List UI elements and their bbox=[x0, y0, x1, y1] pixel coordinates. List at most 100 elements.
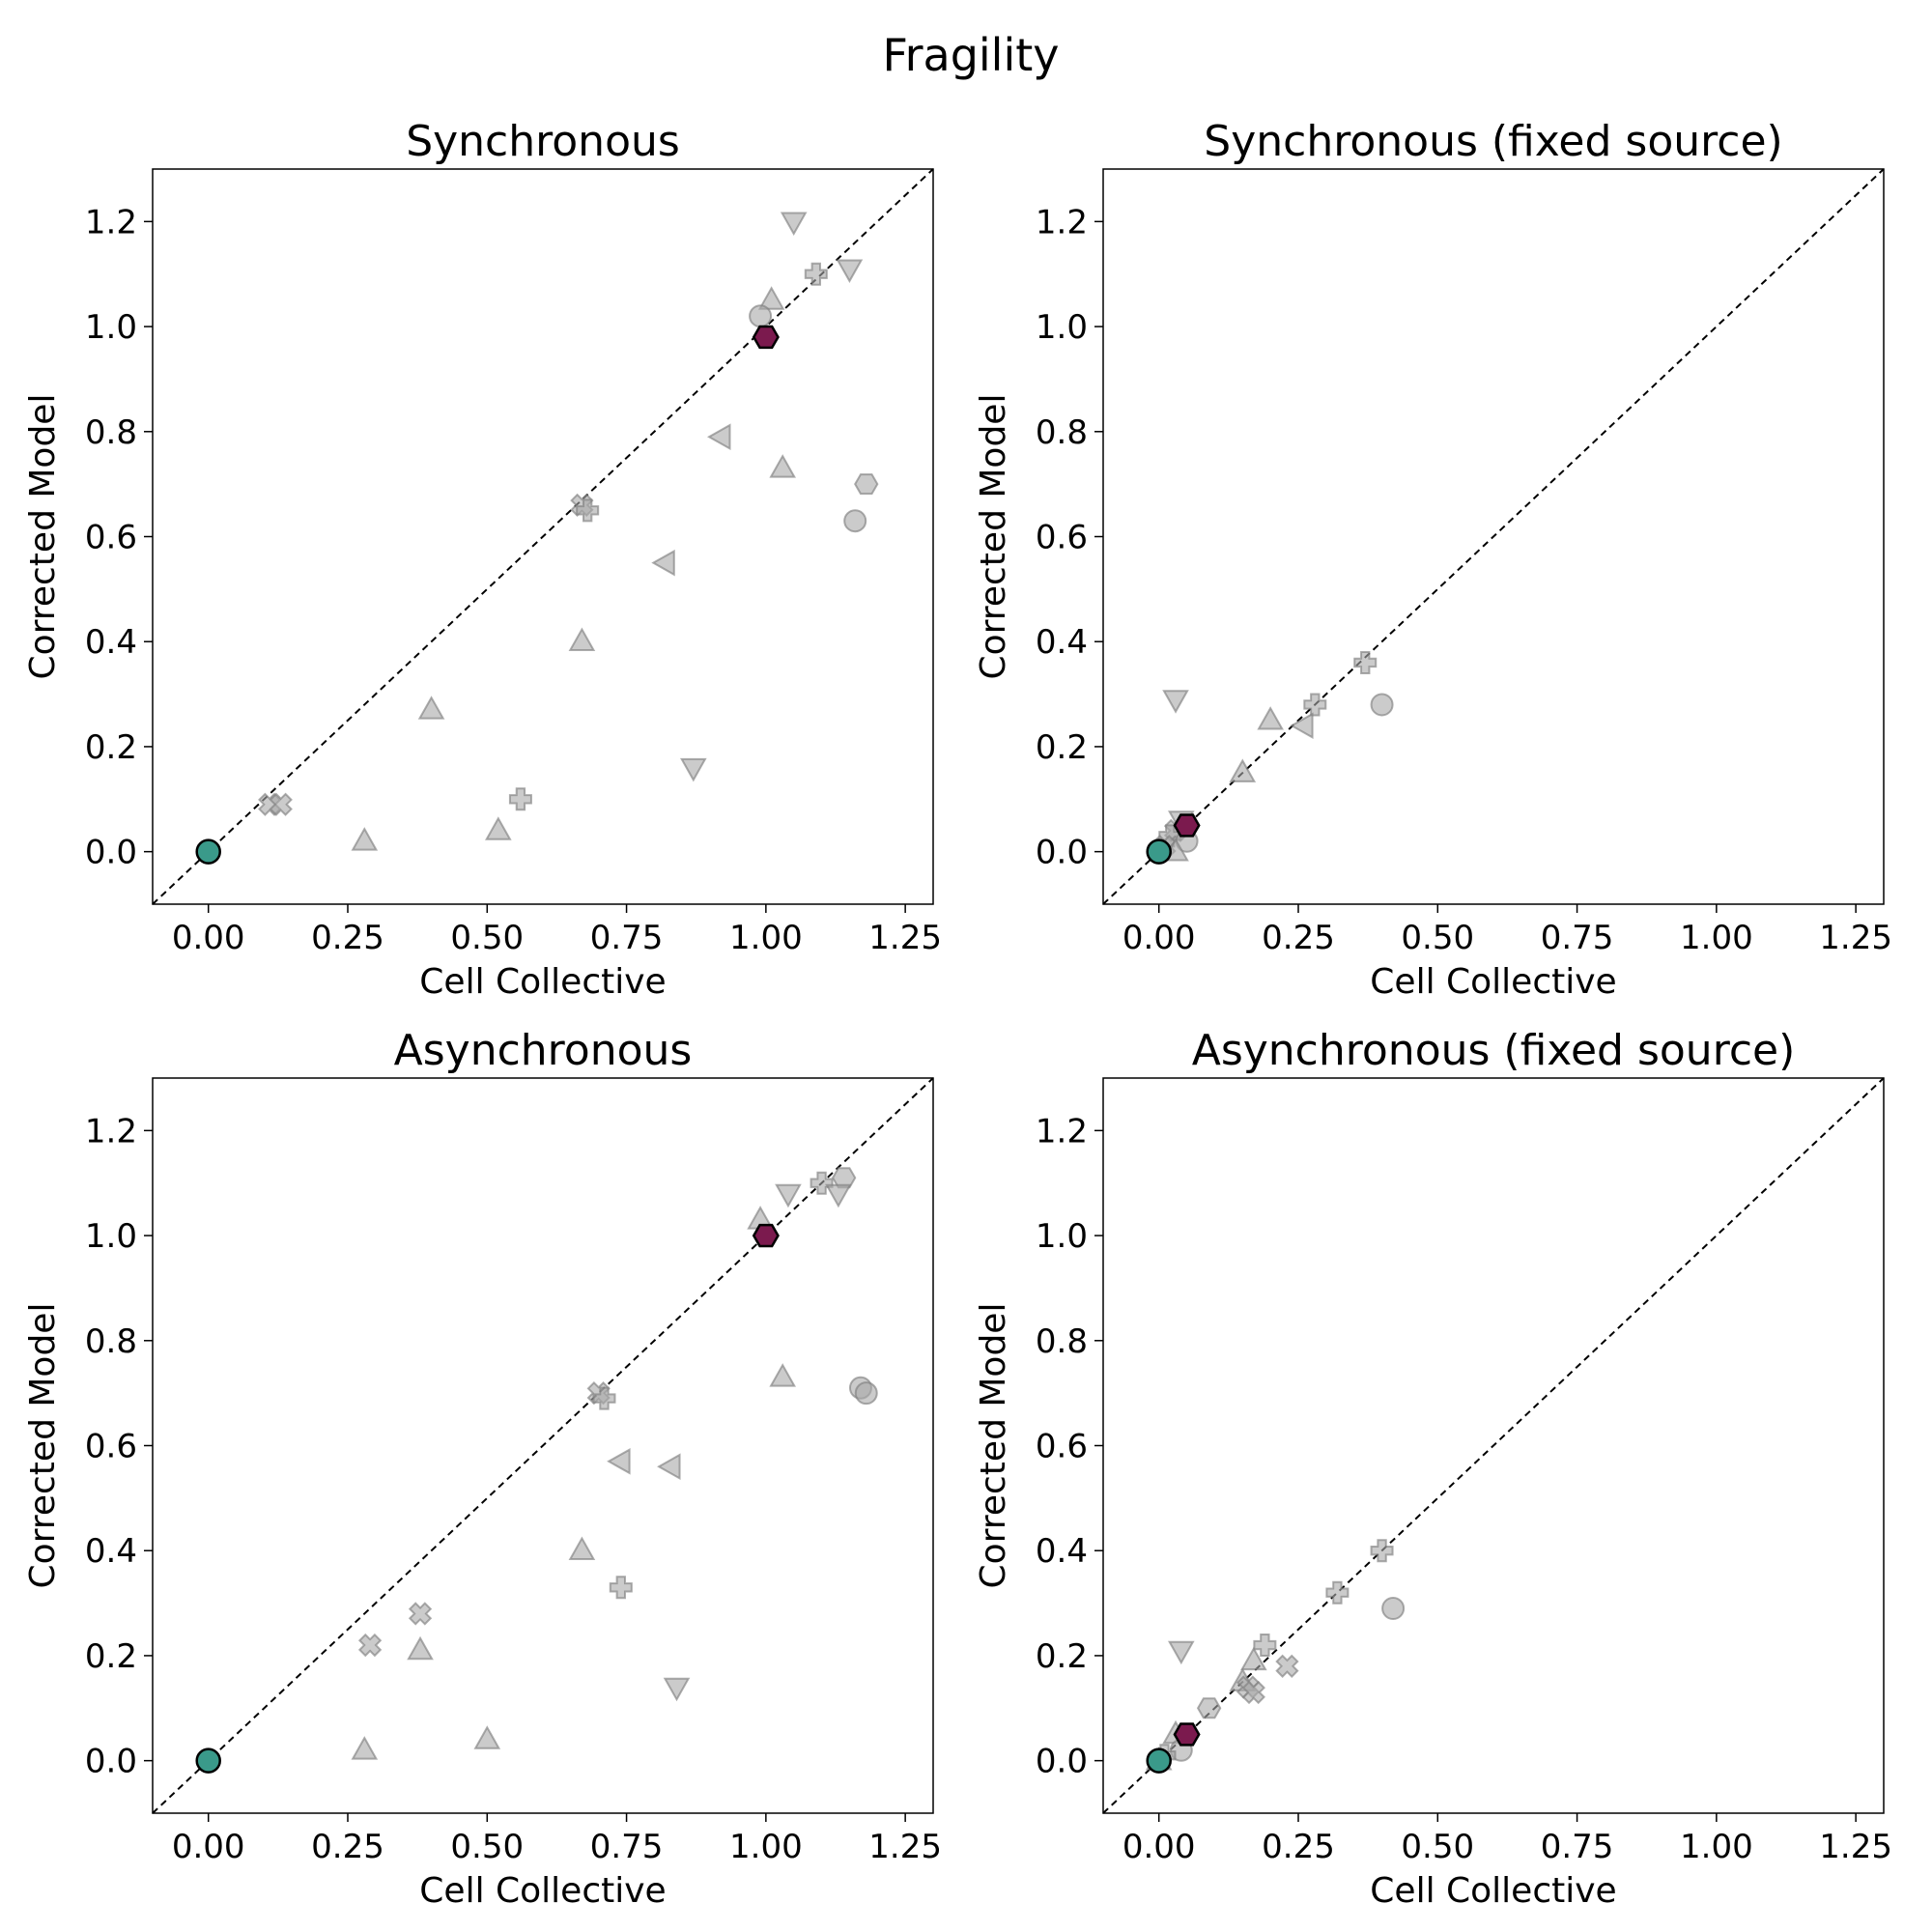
x-tick-label: 0.75 bbox=[590, 919, 664, 957]
y-tick-label: 0.8 bbox=[85, 1322, 137, 1361]
y-tick-label: 0.0 bbox=[1036, 1743, 1088, 1781]
highlight-circle-point bbox=[1146, 1747, 1172, 1774]
y-tick-label: 0.2 bbox=[85, 1637, 137, 1676]
y-tick-label: 0.6 bbox=[85, 519, 137, 557]
highlight-hexagon-point bbox=[752, 325, 780, 350]
highlight-hexagon-point bbox=[1173, 1722, 1201, 1747]
plus-point bbox=[592, 1386, 616, 1410]
triangle-up-point bbox=[769, 454, 796, 478]
triangle-up-point bbox=[568, 627, 596, 652]
y-tick-label: 0.4 bbox=[85, 1532, 137, 1571]
x-tick-label: 0.50 bbox=[1401, 1828, 1474, 1866]
panel-title: Synchronous bbox=[406, 117, 680, 166]
y-axis-label: Corrected Model bbox=[974, 394, 1013, 680]
triangle-up-point bbox=[568, 1536, 596, 1561]
triangle-up-point bbox=[473, 1725, 501, 1749]
panel-title: Asynchronous (fixed source) bbox=[1192, 1026, 1796, 1075]
y-tick-label: 0.2 bbox=[85, 728, 137, 767]
panel-2: Synchronous (fixed source) 0.00 0.25 0.50 0.… bbox=[974, 117, 1892, 1002]
diagonal-line bbox=[152, 168, 934, 905]
y-tick-label: 0.4 bbox=[1036, 623, 1088, 662]
highlight-circle-point bbox=[1146, 838, 1172, 865]
triangle-up-point bbox=[417, 696, 445, 720]
panel-4: Asynchronous (fixed source) 0.00 0.25 0.50 0… bbox=[974, 1026, 1892, 1911]
x-axis-label: Cell Collective bbox=[419, 1871, 666, 1911]
y-tick-label: 1.2 bbox=[1036, 1112, 1088, 1151]
x-tick-label: 0.00 bbox=[1122, 919, 1196, 957]
triangle-down-point bbox=[1162, 690, 1189, 714]
y-tick-label: 1.0 bbox=[85, 1217, 137, 1256]
y-tick-label: 0.0 bbox=[85, 834, 137, 872]
y-tick-label: 0.2 bbox=[1036, 1637, 1088, 1676]
x-axis-label: Cell Collective bbox=[419, 962, 666, 1002]
triangle-down-point bbox=[780, 212, 808, 237]
x-tick-label: 0.75 bbox=[590, 1828, 664, 1866]
x-tick-label: 1.25 bbox=[868, 919, 942, 957]
triangle-up-point bbox=[485, 816, 512, 840]
x-tick-label: 0.25 bbox=[1262, 1828, 1335, 1866]
triangle-down-point bbox=[1167, 1640, 1195, 1665]
y-tick-label: 0.6 bbox=[85, 1428, 137, 1466]
x-tick-label: 1.00 bbox=[1680, 1828, 1753, 1866]
highlight-circle-point bbox=[195, 1747, 221, 1774]
triangle-down-point bbox=[825, 1183, 852, 1208]
highlight-circle-point bbox=[195, 838, 221, 865]
y-tick-label: 0.0 bbox=[85, 1743, 137, 1781]
triangle-left-point bbox=[607, 1447, 631, 1475]
plus-point bbox=[576, 498, 600, 523]
x-tick-label: 1.00 bbox=[729, 1828, 803, 1866]
x-tick-label: 1.00 bbox=[729, 919, 803, 957]
triangle-left-point bbox=[707, 423, 731, 451]
triangle-up-point bbox=[1240, 1646, 1267, 1671]
plus-point bbox=[1325, 1580, 1350, 1605]
diagonal-line bbox=[1102, 1077, 1885, 1814]
data-points bbox=[1145, 1539, 1406, 1774]
y-tick-label: 1.0 bbox=[85, 308, 137, 347]
y-tick-label: 0.0 bbox=[1036, 834, 1088, 872]
y-tick-label: 0.6 bbox=[1036, 1428, 1088, 1466]
panel-title: Synchronous (fixed source) bbox=[1204, 117, 1782, 166]
y-axis-label: Corrected Model bbox=[974, 1303, 1013, 1589]
y-tick-label: 1.2 bbox=[1036, 203, 1088, 242]
x-tick-label: 1.25 bbox=[868, 1828, 942, 1866]
triangle-down-point bbox=[680, 757, 707, 782]
triangle-up-point bbox=[769, 1363, 796, 1387]
x-tick-label: 1.25 bbox=[1819, 919, 1892, 957]
x-tick-label: 0.75 bbox=[1541, 1828, 1614, 1866]
circle-point bbox=[854, 1381, 878, 1406]
y-axis-label: Corrected Model bbox=[23, 1303, 63, 1589]
hexagon-point bbox=[854, 473, 879, 496]
triangle-left-point bbox=[657, 1453, 681, 1481]
triangle-up-point bbox=[757, 286, 785, 310]
triangle-up-point bbox=[1229, 758, 1257, 782]
x-tick-label: 1.25 bbox=[1819, 1828, 1892, 1866]
plus-point bbox=[1253, 1634, 1277, 1658]
triangle-down-point bbox=[775, 1183, 802, 1208]
plus-point bbox=[1303, 693, 1327, 717]
hexagon-point bbox=[1196, 1697, 1222, 1719]
plus-point bbox=[508, 787, 532, 811]
circle-point bbox=[749, 304, 773, 328]
y-tick-label: 0.4 bbox=[85, 623, 137, 662]
highlight-hexagon-point bbox=[752, 1223, 780, 1248]
triangle-left-point bbox=[1290, 712, 1314, 739]
x-tick-label: 0.00 bbox=[1122, 1828, 1196, 1866]
triangle-down-point bbox=[663, 1677, 691, 1702]
panel-3: Asynchronous 0.00 0.25 0.50 0.75 1.00 1.25 0.0 0… bbox=[23, 1026, 942, 1911]
triangle-up-point bbox=[1257, 706, 1284, 730]
plus-point bbox=[1370, 1539, 1394, 1563]
y-tick-label: 0.8 bbox=[1036, 413, 1088, 452]
x-tick-label: 1.00 bbox=[1680, 919, 1753, 957]
x-tick-label: 0.00 bbox=[172, 919, 245, 957]
triangle-down-point bbox=[836, 259, 864, 283]
panel-title: Asynchronous bbox=[394, 1026, 693, 1075]
triangle-up-point bbox=[351, 827, 379, 851]
figure-title: Fragility bbox=[882, 29, 1059, 81]
x-tick-label: 0.25 bbox=[311, 919, 384, 957]
x-point bbox=[1241, 1680, 1265, 1705]
y-tick-label: 1.2 bbox=[85, 1112, 137, 1151]
x-point bbox=[408, 1602, 433, 1626]
x-point bbox=[269, 792, 293, 816]
circle-point bbox=[1381, 1597, 1406, 1621]
data-points bbox=[195, 212, 879, 865]
